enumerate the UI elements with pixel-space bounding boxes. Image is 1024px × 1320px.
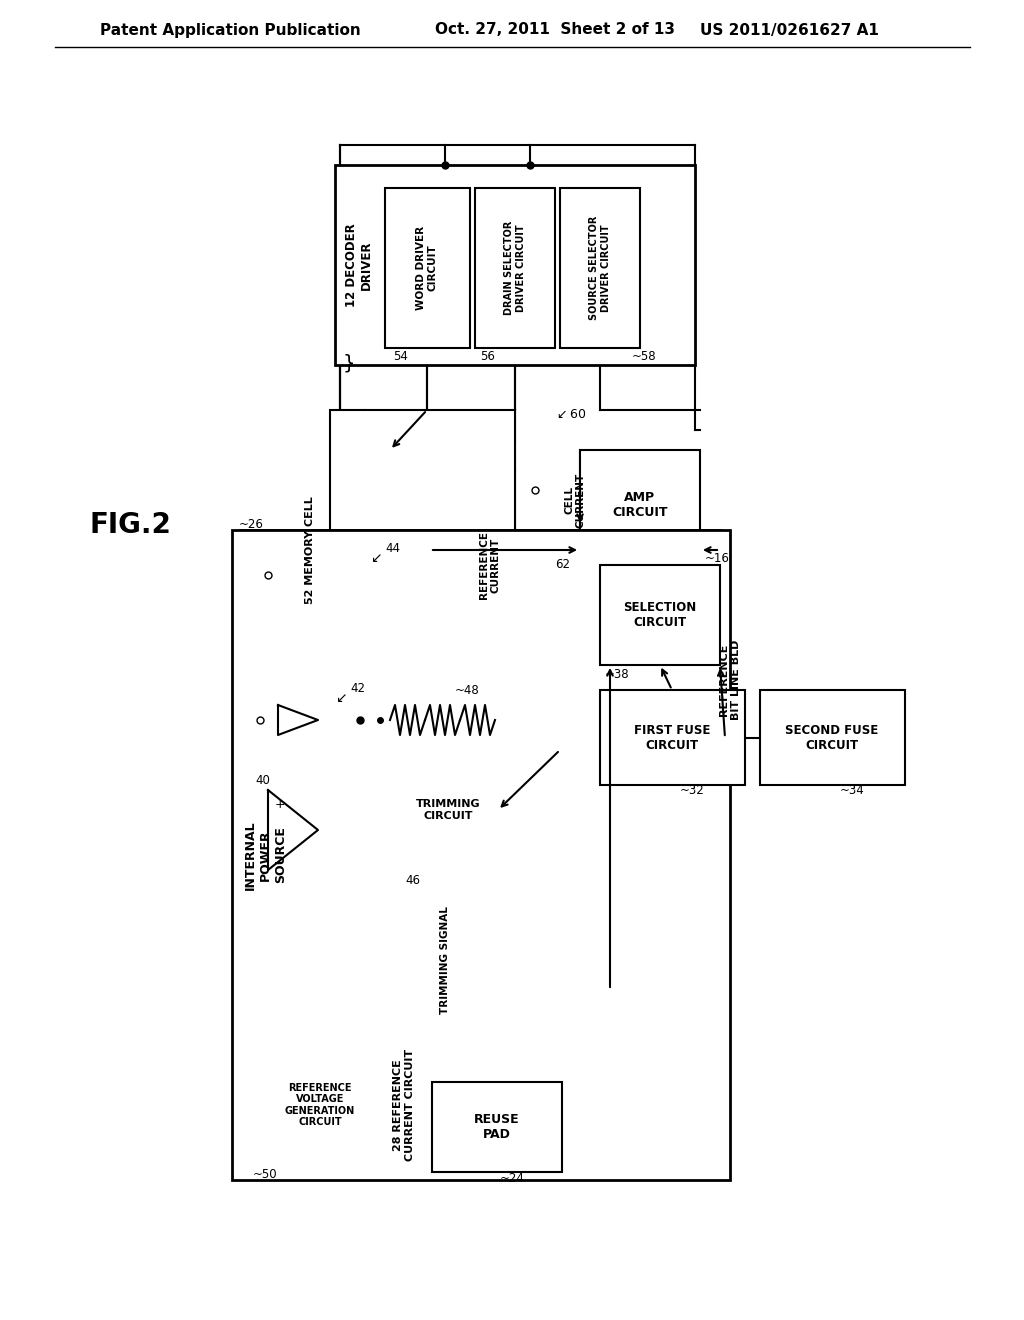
Text: 40: 40 (255, 774, 270, 787)
Bar (398, 750, 498, 870)
Text: ~50: ~50 (253, 1168, 278, 1181)
Text: REFERENCE
BIT LINE BLD: REFERENCE BIT LINE BLD (719, 640, 740, 721)
Text: ~58: ~58 (632, 350, 656, 363)
Text: CELL
CURRENT: CELL CURRENT (564, 473, 586, 528)
Text: ~16: ~16 (705, 552, 730, 565)
Text: 56: 56 (480, 350, 495, 363)
Bar (248, 1040, 393, 1170)
Text: }: } (343, 354, 355, 372)
Bar (760, 690, 905, 785)
Text: AMP
CIRCUIT: AMP CIRCUIT (612, 491, 668, 519)
Text: SOURCE SELECTOR
DRIVER CIRCUIT: SOURCE SELECTOR DRIVER CIRCUIT (589, 215, 610, 321)
Text: +: + (275, 799, 286, 812)
Bar (600, 565, 720, 665)
Text: 54: 54 (393, 350, 408, 363)
Text: ~24: ~24 (500, 1172, 525, 1184)
Text: ~48: ~48 (455, 684, 480, 697)
Text: WORD DRIVER
CIRCUIT: WORD DRIVER CIRCUIT (416, 226, 438, 310)
Text: 42: 42 (350, 681, 365, 694)
Text: 12 DECODER
DRIVER: 12 DECODER DRIVER (345, 223, 373, 306)
Bar (330, 411, 515, 601)
Text: $\swarrow$60: $\swarrow$60 (554, 408, 586, 421)
Bar (560, 187, 640, 348)
Bar (580, 450, 700, 560)
Text: Patent Application Publication: Patent Application Publication (100, 22, 360, 37)
Text: US 2011/0261627 A1: US 2011/0261627 A1 (700, 22, 879, 37)
Text: 62: 62 (555, 558, 570, 572)
Text: FIRST FUSE
CIRCUIT: FIRST FUSE CIRCUIT (634, 723, 711, 752)
Text: TRIMMING
CIRCUIT: TRIMMING CIRCUIT (416, 799, 480, 821)
Text: Oct. 27, 2011  Sheet 2 of 13: Oct. 27, 2011 Sheet 2 of 13 (435, 22, 675, 37)
Bar (385, 187, 470, 348)
Text: DRAIN SELECTOR
DRIVER CIRCUIT: DRAIN SELECTOR DRIVER CIRCUIT (504, 220, 525, 315)
Text: TRIMMING SIGNAL: TRIMMING SIGNAL (440, 906, 450, 1014)
Text: 28 REFERENCE
CURRENT CIRCUIT: 28 REFERENCE CURRENT CIRCUIT (393, 1049, 415, 1162)
Text: ~32: ~32 (680, 784, 705, 796)
Text: ~26: ~26 (239, 519, 264, 532)
Text: $\swarrow$: $\swarrow$ (368, 550, 382, 565)
Text: 52 MEMORY CELL: 52 MEMORY CELL (305, 496, 315, 603)
Text: REFERENCE
CURRENT: REFERENCE CURRENT (479, 531, 501, 599)
Text: 44: 44 (385, 541, 400, 554)
Text: ~38: ~38 (605, 668, 630, 681)
Text: $\swarrow$: $\swarrow$ (333, 690, 347, 705)
Text: ~34: ~34 (840, 784, 864, 796)
Text: SECOND FUSE
CIRCUIT: SECOND FUSE CIRCUIT (785, 723, 879, 752)
Bar (232, 531, 730, 1180)
Bar (432, 1082, 562, 1172)
Bar (475, 187, 555, 348)
Text: SELECTION
CIRCUIT: SELECTION CIRCUIT (624, 601, 696, 630)
Text: REFERENCE
VOLTAGE
GENERATION
CIRCUIT: REFERENCE VOLTAGE GENERATION CIRCUIT (285, 1082, 355, 1127)
Text: REUSE
PAD: REUSE PAD (474, 1113, 520, 1140)
Bar (600, 690, 745, 785)
Bar (335, 165, 695, 366)
Text: -: - (275, 843, 280, 857)
Text: FIG.2: FIG.2 (89, 511, 171, 539)
Text: INTERNAL
POWER
SOURCE: INTERNAL POWER SOURCE (244, 820, 287, 890)
Bar (240, 531, 720, 1030)
Text: 46: 46 (406, 874, 420, 887)
